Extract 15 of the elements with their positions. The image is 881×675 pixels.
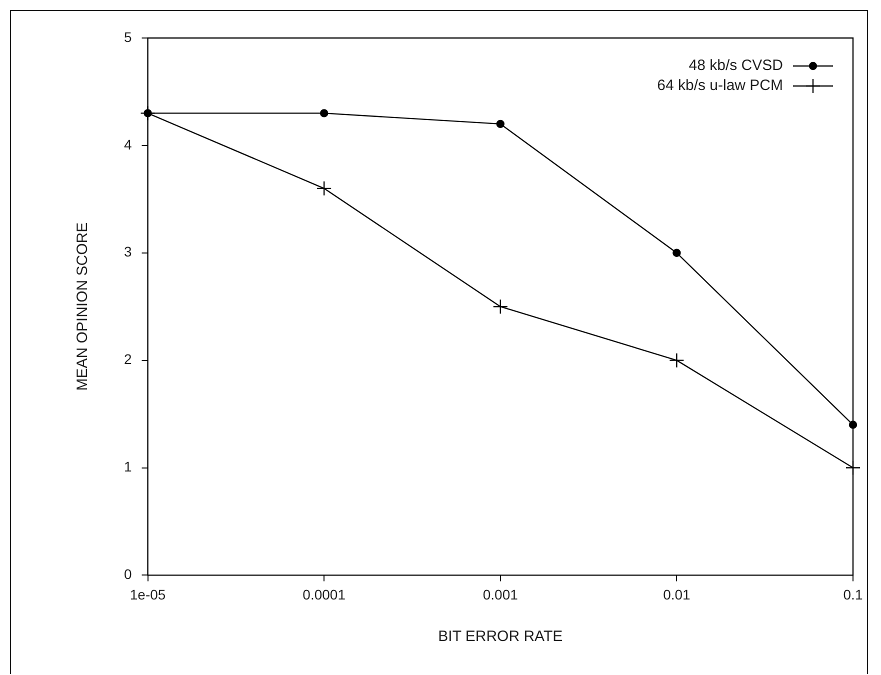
x-tick-label: 0.01 — [663, 586, 691, 602]
y-tick-label: 5 — [124, 28, 132, 45]
y-tick-label: 1 — [124, 458, 132, 475]
y-tick-label: 2 — [124, 351, 132, 368]
y-tick-label: 0 — [124, 566, 132, 582]
y-tick-label: 3 — [124, 244, 132, 260]
y-tick-label: 4 — [124, 136, 132, 152]
y-axis-title: MEAN OPINION SCORE — [74, 222, 92, 391]
x-tick-label: 1e-05 — [130, 586, 166, 602]
legend-label: 64 kb/s u-law PCM — [657, 77, 783, 94]
x-tick-label: 0.1 — [843, 586, 863, 602]
legend-label: 48 kb/s CVSD — [688, 57, 784, 74]
x-tick-label: 0.0001 — [302, 586, 346, 602]
x-tick-label: 0.001 — [482, 586, 518, 602]
x-axis-title: BIT ERROR RATE — [438, 628, 563, 646]
